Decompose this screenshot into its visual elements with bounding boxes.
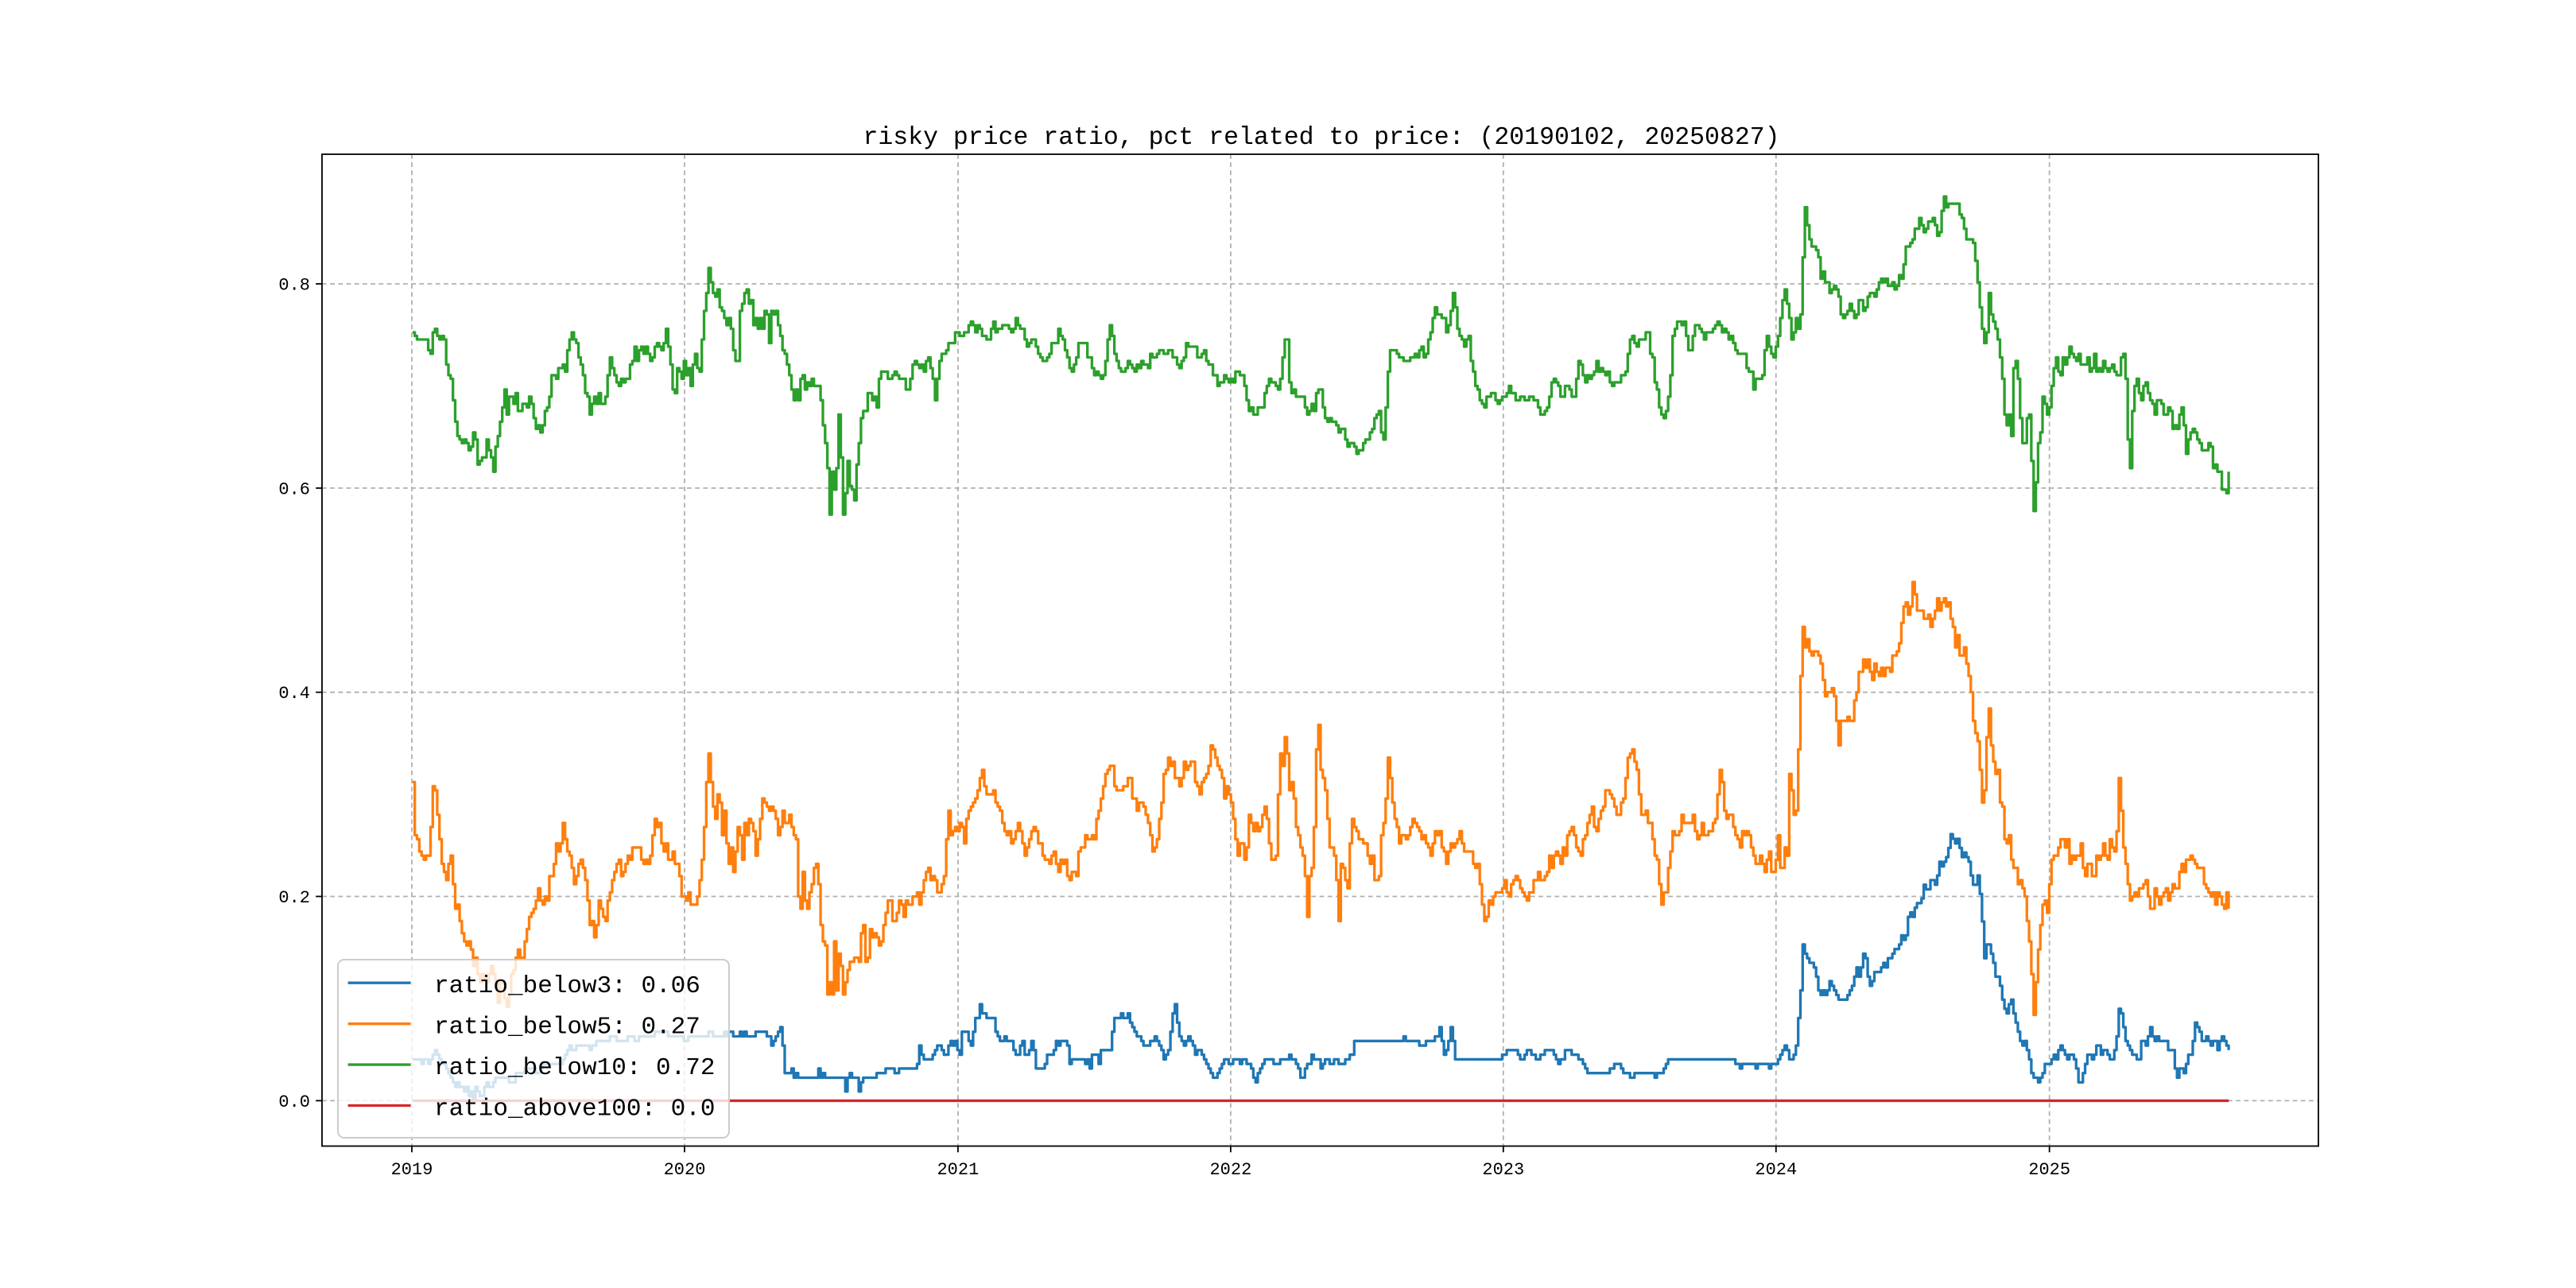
svg-text:0.6: 0.6: [278, 479, 310, 499]
svg-text:0.0: 0.0: [278, 1092, 310, 1112]
svg-text:ratio_above100: 0.0: ratio_above100: 0.0: [434, 1096, 715, 1123]
svg-text:0.8: 0.8: [278, 276, 310, 296]
svg-text:2023: 2023: [1482, 1160, 1524, 1180]
svg-text:ratio_below10: 0.72: ratio_below10: 0.72: [434, 1054, 715, 1082]
svg-text:2022: 2022: [1209, 1160, 1251, 1180]
svg-text:2019: 2019: [391, 1160, 433, 1180]
svg-text:2025: 2025: [2028, 1160, 2070, 1180]
svg-text:risky price ratio, pct related: risky price ratio, pct related to price:…: [863, 124, 1779, 152]
svg-text:2024: 2024: [1755, 1160, 1797, 1180]
svg-text:2020: 2020: [664, 1160, 706, 1180]
svg-text:2021: 2021: [937, 1160, 979, 1180]
svg-text:0.2: 0.2: [278, 888, 310, 908]
svg-text:ratio_below5: 0.27: ratio_below5: 0.27: [434, 1014, 700, 1042]
svg-text:ratio_below3: 0.06: ratio_below3: 0.06: [434, 972, 700, 1000]
svg-text:0.4: 0.4: [278, 684, 310, 704]
